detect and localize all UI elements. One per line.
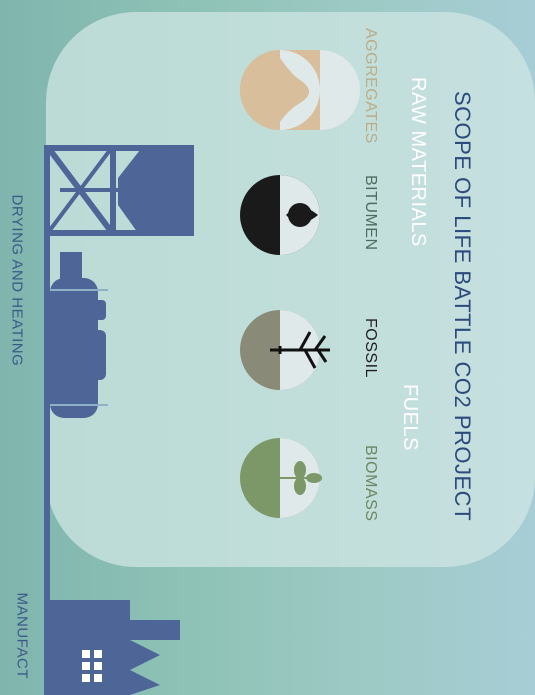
bitumen-label: BITUMEN (362, 175, 379, 251)
aggregates-icon (240, 50, 360, 130)
fossil-label: FOSSIL (362, 318, 379, 378)
drying-plant-icon (44, 145, 194, 695)
diagram-title: SCOPE OF LIFE BATTLE CO2 PROJECT (450, 91, 475, 522)
aggregates-label: AGGREGATES (362, 28, 379, 144)
raw-materials-heading: RAW MATERIALS (407, 77, 429, 247)
fossil-tree-icon (240, 310, 330, 390)
bitumen-drop-icon (240, 175, 320, 255)
biomass-sprout-icon (240, 438, 322, 518)
manufacturing-label: MANUFACT (13, 592, 31, 680)
factory-icon (50, 600, 180, 695)
fuels-heading: FUELS (399, 384, 421, 451)
drying-and-heating-label: DRYING AND HEATING (8, 194, 26, 367)
biomass-label: BIOMASS (362, 445, 379, 522)
